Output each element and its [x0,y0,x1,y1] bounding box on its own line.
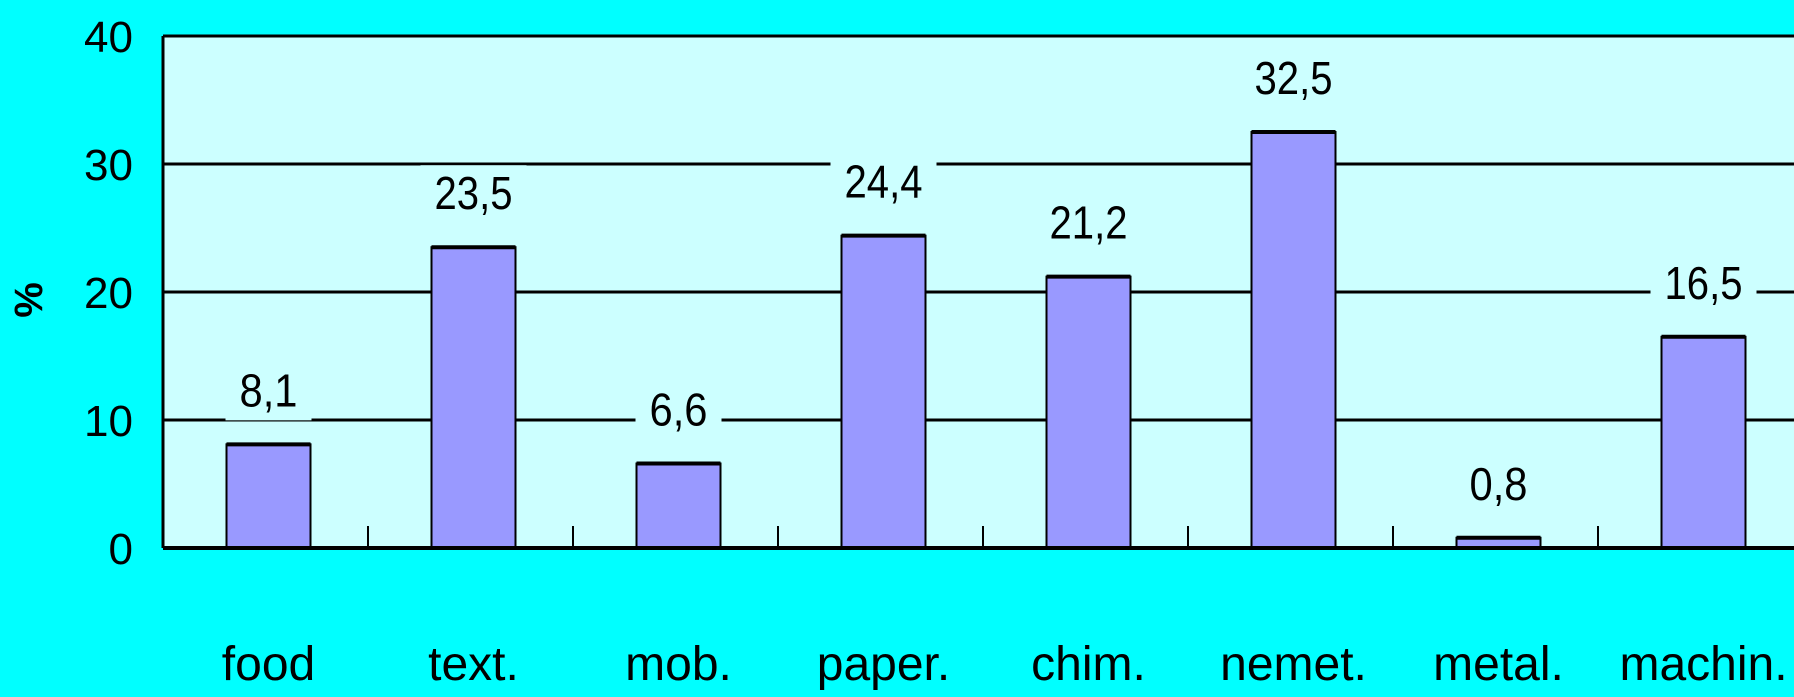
x-category-label-chim: chim. [1031,638,1146,691]
bar-machin [1660,335,1747,549]
y-tick-label-20: 20 [84,269,133,318]
bar-chim [1045,275,1132,549]
data-label-background [420,165,527,224]
y-axis-tick-labels: 0 10 20 30 40 [84,13,133,574]
y-tick-label-10: 10 [84,397,133,446]
data-label-machin: 16,5 [1665,257,1743,309]
data-label-food: 8,1 [240,364,298,416]
data-label-metal: 0,8 [1470,458,1528,510]
data-label-background [1035,194,1142,253]
data-label-chim: 21,2 [1050,197,1128,249]
x-category-label-mob: mob. [625,638,732,691]
bar-mob [635,462,722,549]
bar-food [225,443,312,550]
data-label-background [225,362,312,421]
data-label-background [1240,50,1347,108]
x-category-label-metal: metal. [1433,638,1564,691]
data-label-paper: 24,4 [845,156,923,208]
data-label-nemet: 32,5 [1255,52,1333,104]
y-tick-label-40: 40 [84,13,133,62]
data-label-text: 23,5 [435,167,513,219]
bar-paper [840,234,927,549]
data-labels: 8,1 23,5 6,6 24,4 21,2 32,5 0,8 16,5 [225,50,1757,514]
bar-text [430,246,517,549]
x-category-label-nemet: nemet. [1220,638,1367,691]
data-label-background [1455,455,1542,514]
data-label-mob: 6,6 [650,384,708,436]
bar-nemet [1250,131,1337,549]
x-category-label-text: text. [428,638,519,691]
category-ticks [367,526,1599,548]
x-category-label-food: food [222,638,315,691]
data-label-background [830,153,937,212]
data-label-background [1650,254,1757,313]
y-tick-label-0: 0 [109,525,133,574]
x-category-label-machin: machin. [1619,638,1787,691]
y-tick-label-30: 30 [84,141,133,190]
data-label-background [635,381,722,440]
x-axis-category-labels: food text. mob. paper. chim. nemet. metal. mach… [222,638,1788,691]
y-axis-title: % [7,282,51,318]
x-category-label-paper: paper. [817,638,950,691]
bars [225,130,1747,550]
